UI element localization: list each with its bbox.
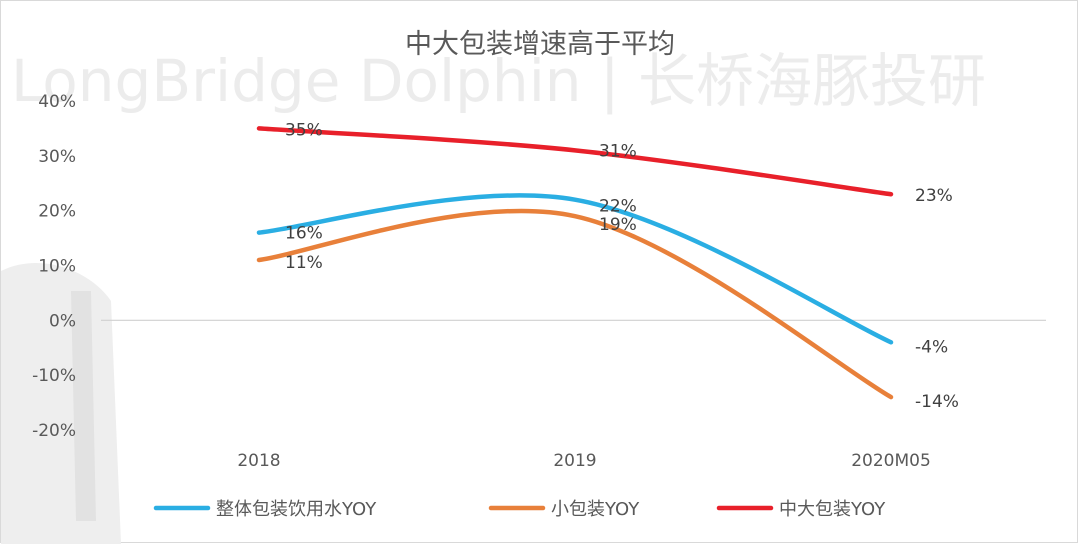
legend-label: 中大包装YOY <box>779 499 886 520</box>
legend-item-small: 小包装YOY <box>488 499 640 520</box>
data-label-total: -4% <box>915 337 948 357</box>
x-tick-label: 2020M05 <box>851 451 931 471</box>
series-line-large <box>256 126 894 197</box>
legend-item-large: 中大包装YOY <box>716 499 886 520</box>
series-layer <box>256 126 894 400</box>
y-tick-label: 40% <box>38 92 76 112</box>
y-tick-label: 10% <box>38 257 76 277</box>
data-label-small: 11% <box>285 253 323 273</box>
data-label-small: 19% <box>599 215 637 235</box>
data-labels: 16% 22% -4% 11% 19% -14% 35% 31% 23% <box>285 120 959 412</box>
legend: 整体包装饮用水YOY 小包装YOY 中大包装YOY <box>153 499 886 520</box>
legend-item-total: 整体包装饮用水YOY <box>153 499 377 520</box>
x-tick-label: 2018 <box>237 451 280 471</box>
data-label-total: 22% <box>599 197 637 217</box>
legend-label: 整体包装饮用水YOY <box>216 499 377 520</box>
series-line-small <box>256 208 894 400</box>
watermark: LongBridge Dolphin | 长桥海豚投研 <box>1 47 986 544</box>
data-label-large: 23% <box>915 186 953 206</box>
watermark-logo-icon <box>1 262 121 544</box>
y-tick-label: 30% <box>38 147 76 167</box>
data-label-total: 16% <box>285 224 323 244</box>
data-label-small: -14% <box>915 392 959 412</box>
series-line-total <box>256 193 894 345</box>
data-label-large: 35% <box>285 120 323 140</box>
y-tick-label: -20% <box>32 421 76 441</box>
data-label-large: 31% <box>599 141 637 161</box>
y-tick-label: -10% <box>32 366 76 386</box>
chart-title: 中大包装增速高于平均 <box>405 29 675 60</box>
y-tick-label: 20% <box>38 202 76 222</box>
legend-label: 小包装YOY <box>551 499 640 520</box>
x-tick-label: 2019 <box>553 451 596 471</box>
y-axis: 40% 30% 20% 10% 0% -10% -20% <box>32 92 1046 441</box>
watermark-text: LongBridge Dolphin | 长桥海豚投研 <box>11 47 986 115</box>
y-tick-label: 0% <box>49 311 76 331</box>
x-axis: 2018 2019 2020M05 <box>237 451 930 471</box>
